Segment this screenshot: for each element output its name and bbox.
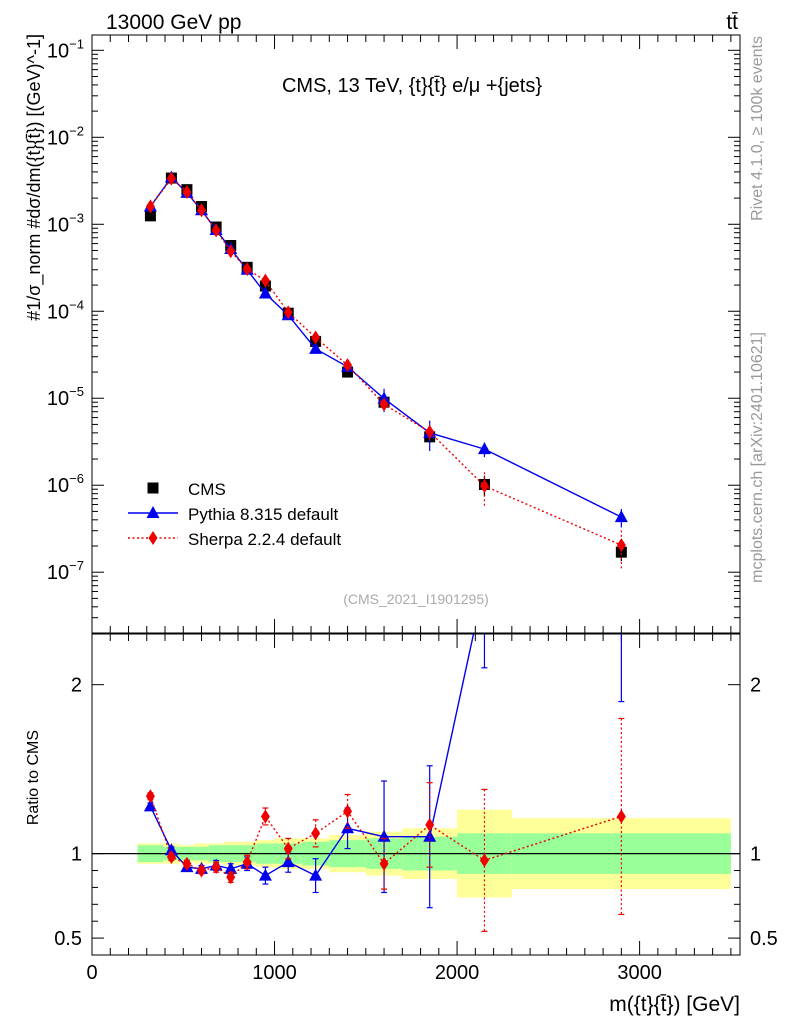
pythia-marker — [423, 829, 437, 842]
main-plot-area — [143, 170, 628, 570]
pythia-marker — [146, 506, 160, 518]
x-tick-label: 3000 — [617, 962, 662, 984]
sherpa-marker — [182, 856, 192, 871]
y-tick-label-main: 10−4 — [47, 297, 84, 323]
pythia-marker — [281, 855, 295, 868]
sherpa-marker — [145, 199, 155, 214]
sherpa-ratio-line — [149, 795, 622, 879]
cms-marker — [144, 210, 156, 222]
y-tick-label-ratio-right: 0.5 — [750, 928, 778, 950]
sherpa-marker — [242, 262, 252, 277]
y-axis-label-main: #1/σ_norm #dσ/dm({t}{t̄}) [(GeV)^-1] — [24, 34, 45, 321]
pythia-marker — [614, 510, 628, 523]
pythia-marker — [615, 593, 628, 605]
sherpa-marker — [211, 860, 221, 875]
pythia-marker — [143, 799, 157, 812]
y-tick-label-main: 10−1 — [47, 36, 84, 62]
sherpa-marker — [197, 203, 207, 218]
legend: CMS Pythia 8.315 default Sherpa 2.2.4 defa… — [128, 480, 341, 549]
header-process-label: tt̄ — [726, 11, 738, 34]
sherpa-marker — [343, 804, 353, 819]
y-tick-label-main: 10−5 — [47, 384, 84, 410]
pythia-marker — [164, 843, 178, 856]
legend-label: Pythia 8.315 default — [188, 505, 339, 524]
x-axis-label: m({t}{t̄}) [GeV] — [609, 993, 740, 1016]
y-tick-label-main: 10−3 — [47, 210, 84, 236]
sherpa-marker — [343, 358, 353, 373]
ratio-panel: 0 1000 2000 3000 0.5 0.5 1 1 2 2 — [54, 576, 778, 984]
y-tick-label-main: 10−6 — [47, 471, 84, 497]
sherpa-marker — [242, 855, 252, 870]
sherpa-marker — [145, 789, 155, 804]
ratio-plot-area — [143, 576, 628, 932]
sherpa-marker — [479, 478, 489, 493]
sherpa-marker — [166, 850, 176, 865]
y-tick-label-main: 10−2 — [47, 123, 84, 149]
rivet-version-label: Rivet 4.1.0, ≥ 100k events — [749, 36, 766, 221]
sherpa-marker — [283, 841, 293, 856]
sherpa-marker — [166, 171, 176, 186]
y-tick-label-main: 10−7 — [47, 558, 84, 584]
main-panel: 10−1 10−2 10−3 10−4 10−5 10−6 10−7 — [47, 34, 741, 634]
sherpa-marker — [211, 223, 221, 238]
pythia-marker — [258, 286, 272, 299]
pythia-marker — [478, 576, 491, 588]
pythia-marker — [309, 868, 323, 881]
sherpa-marker — [616, 538, 626, 553]
sherpa-marker — [479, 853, 489, 868]
mcplots-url-label: mcplots.cern.ch [arXiv:2401.10621] — [749, 332, 766, 583]
y-tick-label-ratio: 2 — [71, 675, 82, 697]
sherpa-marker — [425, 424, 435, 439]
sherpa-marker — [148, 531, 158, 545]
chart-title: CMS, 13 TeV, {t}{t̄} e/μ +{jets} — [282, 75, 542, 97]
sherpa-marker — [379, 397, 389, 412]
pythia-marker — [377, 829, 391, 842]
y-axis-label-ratio: Ratio to CMS — [25, 730, 42, 825]
sherpa-marker — [226, 870, 236, 885]
sherpa-marker — [182, 185, 192, 200]
sherpa-marker — [616, 809, 626, 824]
legend-label: Sherpa 2.2.4 default — [188, 530, 341, 549]
main-frame — [91, 34, 741, 634]
pythia-marker — [258, 868, 272, 881]
sherpa-marker — [260, 809, 270, 824]
sherpa-marker — [283, 305, 293, 320]
cms-marker — [147, 482, 159, 494]
y-tick-label-ratio-right: 1 — [750, 844, 761, 866]
x-tick-label: 1000 — [252, 962, 297, 984]
sherpa-marker — [197, 863, 207, 878]
sherpa-marker — [260, 273, 270, 288]
y-tick-label-ratio: 0.5 — [54, 928, 82, 950]
pythia-marker — [477, 442, 491, 455]
sherpa-marker — [311, 330, 321, 345]
y-tick-label-ratio: 1 — [71, 844, 82, 866]
x-tick-label: 0 — [86, 962, 97, 984]
sherpa-marker — [425, 817, 435, 832]
sherpa-line — [149, 177, 622, 546]
sherpa-marker — [379, 856, 389, 871]
sherpa-marker — [226, 244, 236, 259]
legend-label: CMS — [188, 480, 226, 499]
cms-marker — [615, 546, 627, 558]
pythia-marker — [309, 341, 323, 354]
header-energy-label: 13000 GeV pp — [106, 11, 241, 34]
sherpa-marker — [311, 826, 321, 841]
pythia-marker — [224, 861, 238, 874]
y-tick-label-ratio-right: 2 — [750, 675, 761, 697]
x-tick-label: 2000 — [435, 962, 480, 984]
analysis-id-label: (CMS_2021_I1901295) — [343, 591, 489, 607]
ratio-frame — [91, 633, 741, 956]
